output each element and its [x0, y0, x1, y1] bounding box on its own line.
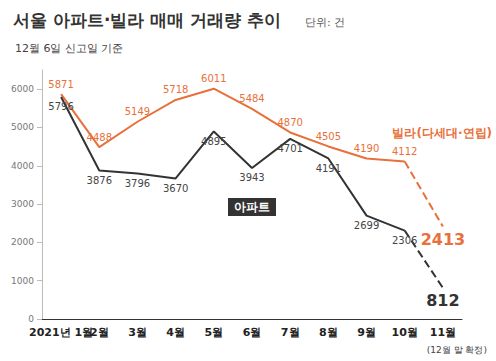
- svg-text:아파트: 아파트: [234, 200, 270, 214]
- svg-text:2413: 2413: [421, 230, 466, 249]
- svg-text:6011: 6011: [201, 73, 226, 84]
- svg-text:3943: 3943: [239, 172, 264, 183]
- svg-text:3월: 3월: [128, 326, 147, 339]
- svg-text:4895: 4895: [201, 136, 226, 147]
- svg-text:서울 아파트·빌라 매매 거래량 추이: 서울 아파트·빌라 매매 거래량 추이: [13, 10, 281, 30]
- svg-text:5월: 5월: [204, 326, 223, 339]
- svg-text:4701: 4701: [277, 143, 302, 154]
- svg-text:5796: 5796: [48, 101, 73, 112]
- svg-text:8월: 8월: [319, 326, 338, 339]
- svg-text:5718: 5718: [163, 84, 188, 95]
- svg-text:3876: 3876: [87, 175, 112, 186]
- svg-text:3796: 3796: [125, 178, 150, 189]
- svg-text:3670: 3670: [163, 183, 188, 194]
- svg-text:2699: 2699: [354, 220, 379, 231]
- svg-text:812: 812: [426, 291, 459, 310]
- svg-text:11월: 11월: [430, 326, 456, 339]
- svg-text:단위: 건: 단위: 건: [305, 16, 345, 29]
- svg-text:4191: 4191: [316, 163, 341, 174]
- svg-text:5000: 5000: [11, 122, 34, 132]
- svg-text:7월: 7월: [281, 326, 300, 339]
- svg-text:5149: 5149: [125, 106, 150, 117]
- svg-text:4월: 4월: [166, 326, 185, 339]
- svg-text:(12월 말 확정): (12월 말 확정): [427, 345, 487, 355]
- svg-text:2306: 2306: [392, 235, 417, 246]
- svg-text:4190: 4190: [354, 143, 379, 154]
- svg-text:5871: 5871: [48, 79, 73, 90]
- svg-text:3000: 3000: [11, 199, 34, 209]
- svg-text:4505: 4505: [316, 131, 341, 142]
- svg-text:6000: 6000: [11, 84, 34, 94]
- svg-text:9월: 9월: [357, 326, 376, 339]
- svg-text:빌라(다세대·연립): 빌라(다세대·연립): [392, 126, 492, 140]
- svg-text:4112: 4112: [392, 146, 417, 157]
- svg-text:1000: 1000: [11, 276, 34, 286]
- svg-text:2021년 1월: 2021년 1월: [29, 326, 93, 339]
- svg-text:10월: 10월: [392, 326, 418, 339]
- svg-text:12월 6일 신고일 기준: 12월 6일 신고일 기준: [15, 42, 124, 55]
- svg-text:4870: 4870: [277, 117, 302, 128]
- svg-text:4488: 4488: [87, 132, 112, 143]
- svg-text:4000: 4000: [11, 161, 34, 171]
- svg-text:2월: 2월: [90, 326, 109, 339]
- svg-text:5484: 5484: [239, 93, 264, 104]
- svg-text:6월: 6월: [243, 326, 262, 339]
- svg-text:2000: 2000: [11, 237, 34, 247]
- svg-text:0: 0: [28, 314, 34, 324]
